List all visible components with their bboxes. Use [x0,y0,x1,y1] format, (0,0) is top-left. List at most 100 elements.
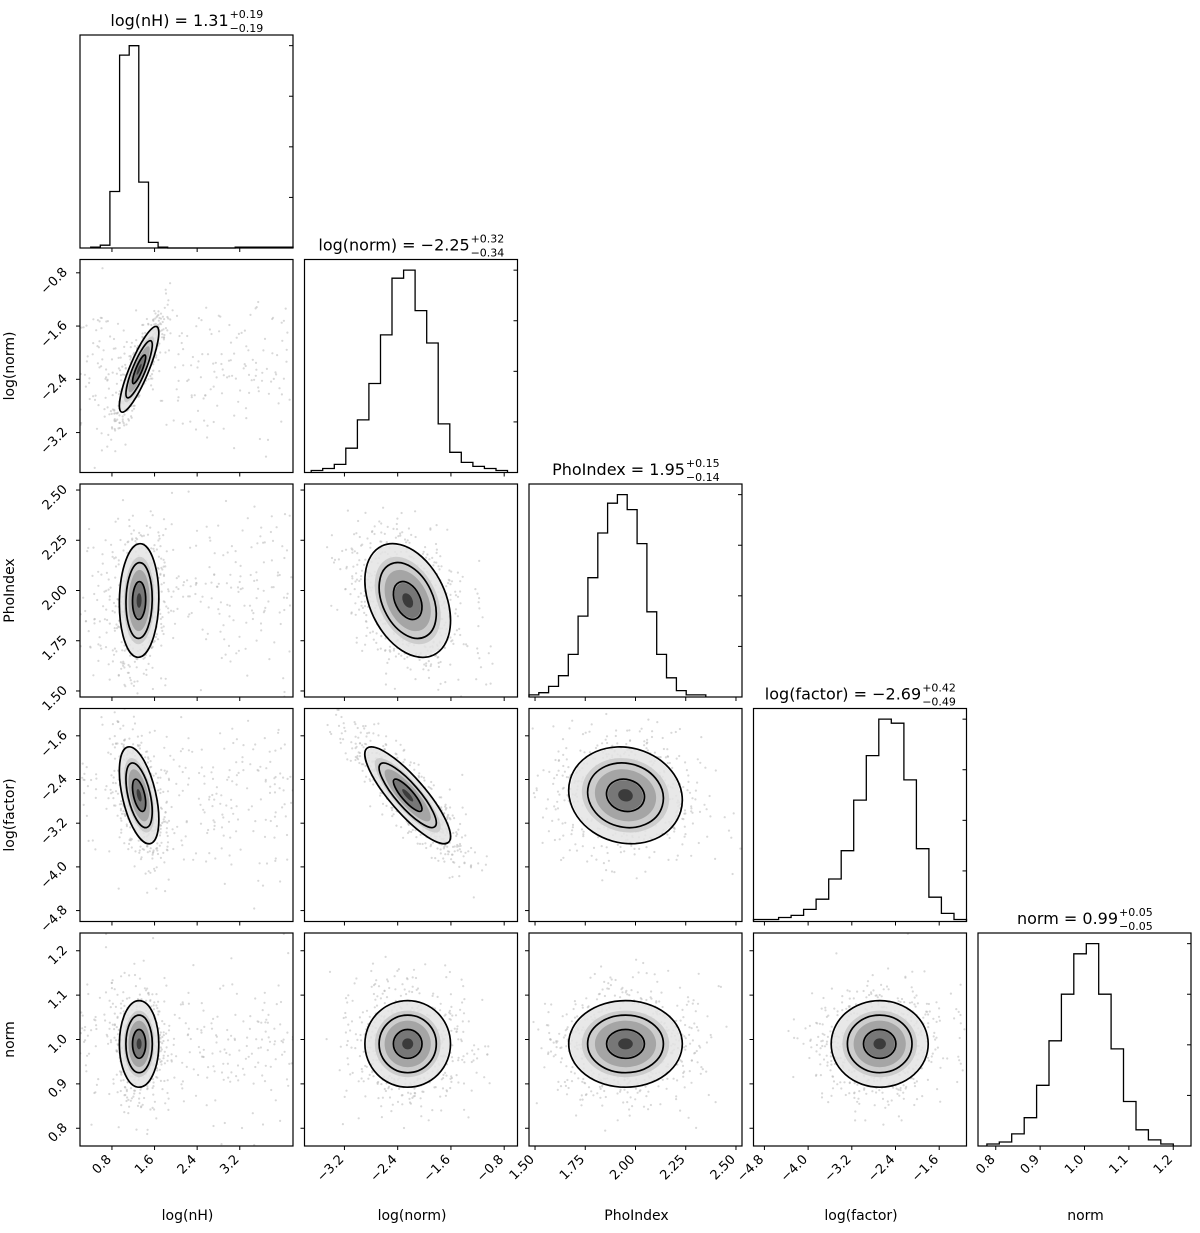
scatter-point [100,432,103,435]
scatter-point [363,727,366,730]
scatter-point [248,1027,251,1030]
scatter-point [208,798,211,801]
scatter-point [219,987,222,990]
scatter-point [610,870,614,873]
scatter-point [129,346,132,349]
scatter-point [237,332,240,335]
scatter-point [439,852,442,855]
scatter-point [163,333,166,337]
scatter-point [102,605,105,608]
scatter-point [600,845,603,848]
scatter-point [388,645,392,648]
scatter-point [119,809,122,812]
scatter-point [231,983,234,986]
scatter-point [114,1039,118,1042]
scatter-point [190,364,193,367]
scatter-point [158,537,161,540]
scatter-point [588,751,592,754]
scatter-point [381,802,385,806]
scatter-point [265,862,269,865]
scatter-point [473,851,477,854]
scatter-point [212,420,215,424]
scatter-point [137,395,140,398]
scatter-point [168,1024,171,1027]
scatter-point [152,1004,155,1007]
scatter-point [133,973,137,977]
scatter-point [166,849,169,852]
scatter-point [222,834,225,837]
scatter-point [369,631,372,634]
scatter-point [130,846,133,849]
scatter-point [164,565,167,568]
scatter-point [481,869,484,872]
scatter-point [708,794,711,798]
scatter-point [666,755,670,758]
scatter-point [147,870,150,873]
scatter-point [112,653,116,656]
scatter-point [451,639,454,642]
scatter-point [271,317,274,321]
scatter-point [590,723,593,726]
scatter-point [435,548,438,551]
scatter-point [152,369,155,372]
scatter-point [228,375,231,378]
scatter-point [182,595,185,598]
scatter-point [401,531,404,534]
scatter-point [150,1005,153,1008]
scatter-point [159,612,162,616]
scatter-point [178,765,181,768]
scatter-point [395,824,398,827]
scatter-point [254,1065,257,1069]
scatter-point [131,514,134,517]
scatter-point [95,329,98,332]
scatter-point [97,659,100,663]
scatter-point [117,1126,120,1129]
scatter-point [132,353,135,356]
scatter-point [123,1094,126,1097]
scatter-point [228,615,231,618]
scatter-point [255,1038,258,1041]
scatter-point [158,316,161,320]
contour-line [131,354,147,385]
scatter-point [123,1111,126,1114]
scatter-point [113,611,116,614]
scatter-point [117,673,120,677]
scatter-point [107,1042,110,1045]
panel-frame [79,483,294,698]
scatter-point [165,1046,168,1049]
scatter-point [165,801,168,804]
scatter-point [104,1019,107,1022]
scatter-point [675,858,678,861]
scatter-point [461,773,464,777]
scatter-point [138,1092,141,1095]
scatter-point [531,727,534,730]
scatter-point [361,649,364,653]
scatter-point [187,1033,190,1036]
scatter-point [445,585,448,588]
panel-content [80,490,293,697]
scatter-point [395,739,398,742]
scatter-point [353,533,356,536]
scatter-point [229,341,233,344]
scatter-point [351,747,354,750]
scatter-point [461,806,464,809]
scatter-point [395,522,398,526]
scatter-point [340,715,343,719]
scatter-point [187,1027,190,1030]
scatter-point [244,364,247,368]
scatter-point [289,775,292,778]
scatter-point [607,859,611,862]
scatter-point [474,588,477,591]
scatter-point [190,396,193,399]
scatter-point [286,592,289,595]
scatter-point [329,730,332,734]
scatter-point [450,853,454,856]
scatter-point [137,839,140,842]
scatter-point [81,1014,84,1017]
scatter-point [158,834,162,837]
scatter-point [119,817,122,820]
scatter-point [535,789,538,792]
scatter-point [558,838,561,841]
scatter-point [120,667,123,670]
scatter-point [159,806,163,809]
